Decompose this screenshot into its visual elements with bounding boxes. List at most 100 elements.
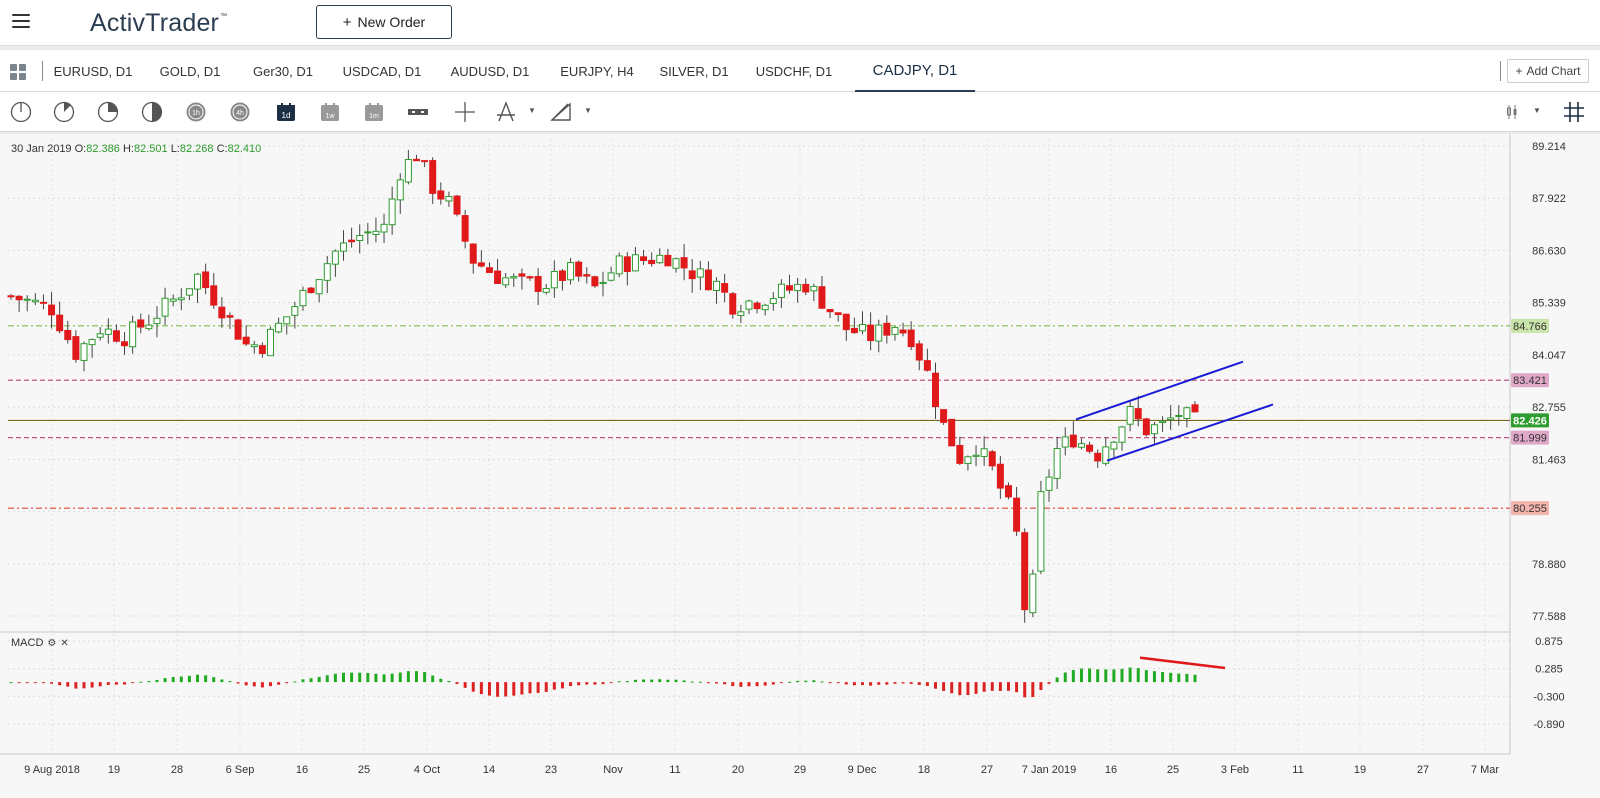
- macd-histogram-bar: [17, 682, 21, 684]
- candle-body: [542, 288, 550, 293]
- tab-usdchf[interactable]: USDCHF, D1: [748, 50, 840, 92]
- candle-body: [72, 336, 80, 360]
- calendar-1d-icon[interactable]: 1d: [274, 100, 298, 124]
- candle-body: [453, 195, 461, 215]
- macd-histogram-bar: [1079, 668, 1083, 683]
- drawing-tool-icon[interactable]: [494, 100, 518, 124]
- candle-body: [1102, 446, 1110, 464]
- price-level-label: 81.999: [1513, 433, 1547, 445]
- add-chart-button[interactable]: + Add Chart: [1507, 59, 1589, 83]
- x-tick-label: 7 Jan 2019: [1022, 764, 1076, 776]
- candle-body: [1191, 404, 1199, 413]
- macd-histogram-bar: [674, 679, 678, 683]
- x-tick-label: 19: [1354, 764, 1366, 776]
- timeframe-4h-icon[interactable]: 4h: [228, 100, 252, 124]
- x-tick-label: 28: [171, 764, 183, 776]
- candle-body: [218, 306, 226, 319]
- ohlc-close-label: C:: [216, 143, 228, 155]
- macd-histogram-bar: [698, 681, 702, 683]
- tab-label: EURUSD, D1: [53, 63, 133, 79]
- candle-body: [931, 372, 939, 408]
- tab-label: GOLD, D1: [159, 63, 221, 79]
- price-level-label: 84.766: [1513, 321, 1547, 333]
- macd-histogram-bar: [220, 679, 224, 683]
- timeframe-1w-label: 1w: [326, 113, 336, 120]
- macd-histogram-bar: [1006, 682, 1010, 691]
- hamburger-menu-icon[interactable]: [12, 14, 30, 30]
- macd-histogram-bar: [350, 672, 354, 683]
- chart-canvas[interactable]: 89.214 87.922 86.630 85.339 84.047 82.755 81.4…: [0, 134, 1600, 798]
- candle-body: [713, 280, 721, 291]
- y-tick-label: 89.214: [1532, 141, 1566, 153]
- tab-ger30[interactable]: Ger30, D1: [242, 50, 324, 92]
- close-icon[interactable]: ✕: [60, 637, 69, 649]
- candle-body: [680, 257, 688, 269]
- candle-body: [494, 270, 502, 284]
- clock-quarter-icon[interactable]: [9, 100, 33, 124]
- macd-histogram-bar: [196, 674, 200, 683]
- candle-body: [129, 321, 137, 348]
- x-tick-label: 16: [296, 764, 308, 776]
- macd-histogram-bar: [414, 671, 418, 683]
- new-order-button[interactable]: + New Order: [316, 5, 452, 39]
- candle-body: [177, 297, 185, 301]
- candle-body: [396, 179, 404, 201]
- pie-quarter-icon[interactable]: [96, 100, 120, 124]
- ohlc-readout: 30 Jan 2019 O:82.386 H:82.501 L:82.268 C…: [11, 143, 261, 155]
- x-tick-label: 16: [1105, 764, 1117, 776]
- macd-histogram-bar: [585, 682, 589, 685]
- tab-gold[interactable]: GOLD, D1: [148, 50, 232, 92]
- macd-histogram-bar: [228, 681, 232, 683]
- tab-label: SILVER, D1: [659, 63, 729, 79]
- tab-cadjpy[interactable]: CADJPY, D1: [855, 50, 975, 92]
- tab-eurjpy[interactable]: EURJPY, H4: [553, 50, 641, 92]
- candle-body: [980, 448, 988, 457]
- calendar-1m-icon[interactable]: 1m: [362, 100, 386, 124]
- crosshair-icon[interactable]: [453, 100, 477, 124]
- macd-histogram-bar: [844, 682, 848, 685]
- macd-histogram-bar: [528, 682, 532, 694]
- candle-body: [818, 286, 826, 309]
- candle-body: [867, 324, 875, 342]
- settings-icon[interactable]: ⚙: [47, 637, 57, 649]
- timeframe-1h-icon[interactable]: 1h: [184, 100, 208, 124]
- chevron-down-icon[interactable]: ▼: [528, 106, 536, 115]
- macd-histogram-bar: [869, 682, 873, 686]
- tab-eurusd[interactable]: EURUSD, D1: [48, 50, 138, 92]
- pie-eighth-icon[interactable]: [52, 100, 76, 124]
- candle-body: [445, 195, 453, 202]
- pie-half-icon[interactable]: [140, 100, 164, 124]
- candle-body: [948, 418, 956, 447]
- macd-histogram-bar: [9, 682, 13, 684]
- macd-y-tick-label: 0.875: [1535, 636, 1563, 648]
- ohlc-high-label: H:: [122, 143, 134, 155]
- calendar-1w-icon[interactable]: 1w: [318, 100, 342, 124]
- chevron-down-icon[interactable]: ▼: [584, 106, 592, 115]
- macd-histogram-bar: [715, 682, 719, 684]
- candle-body: [112, 330, 120, 342]
- macd-histogram-bar: [804, 680, 808, 683]
- candle-body: [672, 258, 680, 269]
- macd-histogram-bar: [285, 682, 289, 684]
- candle-body: [210, 285, 218, 306]
- price-chart[interactable]: 89.214 87.922 86.630 85.339 84.047 82.755 81.4…: [0, 134, 1600, 798]
- horizontal-line-icon[interactable]: [406, 100, 430, 124]
- candle-body: [356, 235, 364, 242]
- tab-audusd[interactable]: AUDUSD, D1: [444, 50, 536, 92]
- macd-y-tick-label: -0.300: [1533, 691, 1564, 703]
- chevron-down-icon[interactable]: ▼: [1533, 106, 1541, 115]
- macd-histogram-bar: [1031, 682, 1035, 698]
- shape-tool-icon[interactable]: [549, 100, 573, 124]
- candle-body: [1013, 497, 1021, 532]
- candle-body: [907, 329, 915, 348]
- grid-toggle-icon[interactable]: [1562, 100, 1586, 124]
- layout-grid-icon[interactable]: [10, 64, 26, 80]
- chart-type-icon[interactable]: [1500, 100, 1524, 124]
- macd-histogram-bar: [958, 682, 962, 696]
- add-chart-separator: [1500, 61, 1501, 81]
- candle-body: [7, 295, 15, 298]
- tab-silver[interactable]: SILVER, D1: [654, 50, 734, 92]
- tab-usdcad[interactable]: USDCAD, D1: [336, 50, 428, 92]
- macd-histogram-bar: [269, 682, 273, 687]
